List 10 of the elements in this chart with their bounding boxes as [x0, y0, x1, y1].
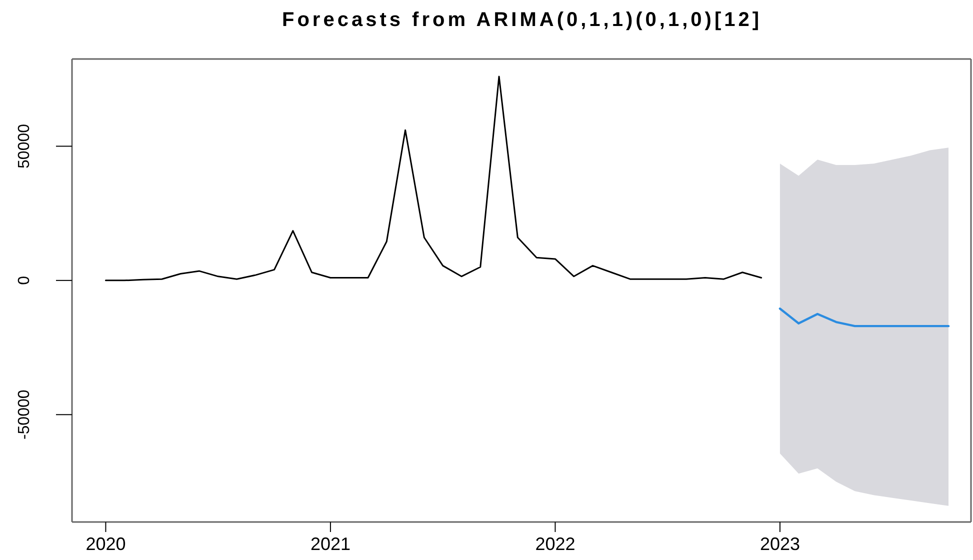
x-tick-label: 2021 — [310, 534, 350, 554]
y-tick-label: 50000 — [16, 124, 33, 168]
line-series — [104, 76, 762, 282]
x-tick-label: 2022 — [535, 534, 576, 554]
y-tick-label: -50000 — [16, 390, 33, 440]
y-tick-label: 0 — [16, 276, 33, 285]
line-series — [778, 308, 950, 328]
x-tick-label: 2023 — [760, 534, 800, 554]
x-tick-label: 2020 — [86, 534, 126, 554]
chart-title: Forecasts from ARIMA(0,1,1)(0,1,0)[12] — [280, 9, 764, 32]
